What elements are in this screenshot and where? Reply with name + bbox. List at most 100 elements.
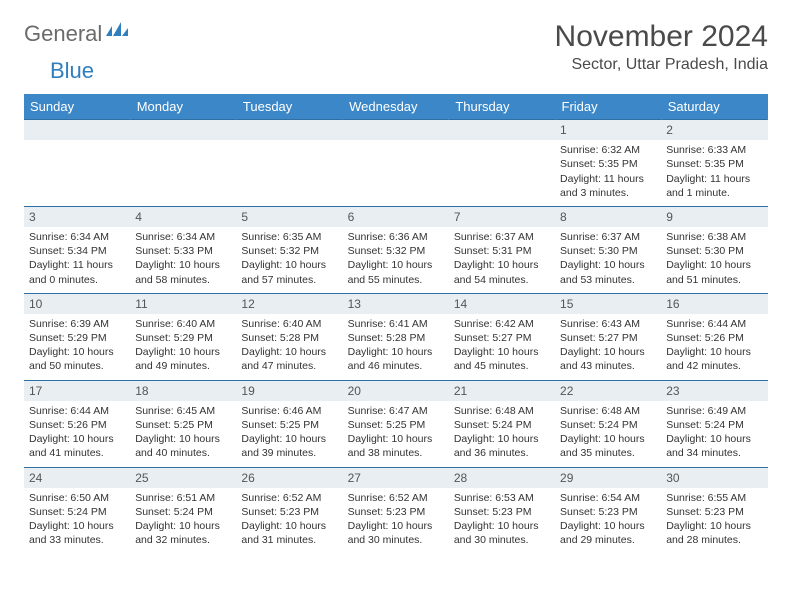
daylight-text: Daylight: 10 hours and 39 minutes.	[241, 432, 337, 460]
daylight-text: Daylight: 10 hours and 43 minutes.	[560, 345, 656, 373]
sunset-text: Sunset: 5:32 PM	[241, 244, 337, 258]
sunrise-text: Sunrise: 6:34 AM	[29, 230, 125, 244]
day-cell: 16Sunrise: 6:44 AMSunset: 5:26 PMDayligh…	[661, 293, 767, 380]
logo-text-blue: Blue	[50, 58, 94, 83]
day-number: 10	[24, 294, 130, 314]
day-body: Sunrise: 6:40 AMSunset: 5:28 PMDaylight:…	[236, 314, 342, 380]
day-number: 12	[236, 294, 342, 314]
day-body: Sunrise: 6:47 AMSunset: 5:25 PMDaylight:…	[343, 401, 449, 467]
day-number: 13	[343, 294, 449, 314]
day-body: Sunrise: 6:42 AMSunset: 5:27 PMDaylight:…	[449, 314, 555, 380]
daylight-text: Daylight: 10 hours and 47 minutes.	[241, 345, 337, 373]
empty-day	[24, 120, 130, 140]
week-row: 3Sunrise: 6:34 AMSunset: 5:34 PMDaylight…	[24, 206, 768, 293]
day-header: Thursday	[449, 94, 555, 120]
day-number: 9	[661, 207, 767, 227]
sunrise-text: Sunrise: 6:39 AM	[29, 317, 125, 331]
day-cell: 6Sunrise: 6:36 AMSunset: 5:32 PMDaylight…	[343, 206, 449, 293]
sunset-text: Sunset: 5:23 PM	[666, 505, 762, 519]
sunset-text: Sunset: 5:35 PM	[666, 157, 762, 171]
daylight-text: Daylight: 10 hours and 53 minutes.	[560, 258, 656, 286]
daylight-text: Daylight: 10 hours and 57 minutes.	[241, 258, 337, 286]
brand-logo: General	[24, 20, 130, 47]
day-body: Sunrise: 6:34 AMSunset: 5:33 PMDaylight:…	[130, 227, 236, 293]
daylight-text: Daylight: 10 hours and 54 minutes.	[454, 258, 550, 286]
sunrise-text: Sunrise: 6:37 AM	[454, 230, 550, 244]
week-row: 10 Sunrise: 6:39 AMSunset: 5:29 PM Dayligh…	[24, 293, 768, 380]
sunrise-text: Sunrise: 6:54 AM	[560, 491, 656, 505]
sunrise-text: Sunrise: 6:40 AM	[241, 317, 337, 331]
day-cell: 25Sunrise: 6:51 AMSunset: 5:24 PMDayligh…	[130, 467, 236, 553]
daylight-text: Daylight: 10 hours and 58 minutes.	[135, 258, 231, 286]
day-cell: 13Sunrise: 6:41 AMSunset: 5:28 PMDayligh…	[343, 293, 449, 380]
day-cell: 15Sunrise: 6:43 AMSunset: 5:27 PMDayligh…	[555, 293, 661, 380]
day-body: Sunrise: 6:33 AMSunset: 5:35 PMDaylight:…	[661, 140, 767, 206]
day-cell: 29Sunrise: 6:54 AMSunset: 5:23 PMDayligh…	[555, 467, 661, 553]
day-header: Monday	[130, 94, 236, 120]
day-number: 25	[130, 468, 236, 488]
sunset-text: Sunset: 5:26 PM	[666, 331, 762, 345]
day-cell: 30Sunrise: 6:55 AMSunset: 5:23 PMDayligh…	[661, 467, 767, 553]
day-body: Sunrise: 6:55 AMSunset: 5:23 PMDaylight:…	[661, 488, 767, 554]
day-cell	[343, 120, 449, 207]
day-body: Sunrise: 6:46 AMSunset: 5:25 PMDaylight:…	[236, 401, 342, 467]
daylight-text: Daylight: 10 hours and 45 minutes.	[454, 345, 550, 373]
logo-text-general: General	[24, 21, 102, 47]
logo-chart-icon	[106, 20, 128, 41]
sunrise-text: Sunrise: 6:37 AM	[560, 230, 656, 244]
day-body: Sunrise: 6:53 AMSunset: 5:23 PMDaylight:…	[449, 488, 555, 554]
sunset-text: Sunset: 5:30 PM	[666, 244, 762, 258]
sunrise-text: Sunrise: 6:32 AM	[560, 143, 656, 157]
sunrise-text: Sunrise: 6:33 AM	[666, 143, 762, 157]
sunrise-text: Sunrise: 6:52 AM	[241, 491, 337, 505]
sunset-text: Sunset: 5:24 PM	[135, 505, 231, 519]
day-cell: 23Sunrise: 6:49 AMSunset: 5:24 PMDayligh…	[661, 380, 767, 467]
day-body: Sunrise: 6:40 AMSunset: 5:29 PMDaylight:…	[130, 314, 236, 380]
day-number: 7	[449, 207, 555, 227]
day-body: Sunrise: 6:50 AMSunset: 5:24 PMDaylight:…	[24, 488, 130, 554]
day-number: 16	[661, 294, 767, 314]
day-number: 29	[555, 468, 661, 488]
day-cell: 28Sunrise: 6:53 AMSunset: 5:23 PMDayligh…	[449, 467, 555, 553]
day-number: 26	[236, 468, 342, 488]
day-cell: 10Sunrise: 6:39 AMSunset: 5:29 PMDayligh…	[24, 293, 130, 380]
day-cell: 21Sunrise: 6:48 AMSunset: 5:24 PMDayligh…	[449, 380, 555, 467]
day-number: 17	[24, 381, 130, 401]
daylight-text: Daylight: 10 hours and 31 minutes.	[241, 519, 337, 547]
sunrise-text: Sunrise: 6:40 AM	[135, 317, 231, 331]
daylight-text: Daylight: 10 hours and 41 minutes.	[29, 432, 125, 460]
day-cell: 24Sunrise: 6:50 AMSunset: 5:24 PMDayligh…	[24, 467, 130, 553]
day-number: 14	[449, 294, 555, 314]
sunset-text: Sunset: 5:29 PM	[29, 331, 125, 345]
sunset-text: Sunset: 5:27 PM	[454, 331, 550, 345]
sunset-text: Sunset: 5:23 PM	[560, 505, 656, 519]
sunset-text: Sunset: 5:24 PM	[560, 418, 656, 432]
day-number: 2	[661, 120, 767, 140]
day-header: Wednesday	[343, 94, 449, 120]
day-number: 30	[661, 468, 767, 488]
day-number: 24	[24, 468, 130, 488]
day-body: Sunrise: 6:52 AMSunset: 5:23 PMDaylight:…	[236, 488, 342, 554]
day-number: 20	[343, 381, 449, 401]
daylight-text: Daylight: 11 hours and 1 minute.	[666, 172, 762, 200]
day-body: Sunrise: 6:38 AMSunset: 5:30 PMDaylight:…	[661, 227, 767, 293]
day-cell: 1Sunrise: 6:32 AMSunset: 5:35 PMDaylight…	[555, 120, 661, 207]
daylight-text: Daylight: 10 hours and 32 minutes.	[135, 519, 231, 547]
day-cell	[130, 120, 236, 207]
daylight-text: Daylight: 10 hours and 55 minutes.	[348, 258, 444, 286]
daylight-text: Daylight: 10 hours and 40 minutes.	[135, 432, 231, 460]
day-number: 11	[130, 294, 236, 314]
sunset-text: Sunset: 5:30 PM	[560, 244, 656, 258]
empty-day	[130, 120, 236, 140]
sunrise-text: Sunrise: 6:53 AM	[454, 491, 550, 505]
month-title: November 2024	[555, 20, 768, 54]
day-body: Sunrise: 6:35 AMSunset: 5:32 PMDaylight:…	[236, 227, 342, 293]
sunrise-text: Sunrise: 6:46 AM	[241, 404, 337, 418]
day-body: Sunrise: 6:48 AMSunset: 5:24 PMDaylight:…	[555, 401, 661, 467]
daylight-text: Daylight: 10 hours and 46 minutes.	[348, 345, 444, 373]
sunrise-text: Sunrise: 6:43 AM	[560, 317, 656, 331]
empty-day	[343, 120, 449, 140]
sunset-text: Sunset: 5:32 PM	[348, 244, 444, 258]
day-cell: 17Sunrise: 6:44 AMSunset: 5:26 PMDayligh…	[24, 380, 130, 467]
sunrise-text: Sunrise: 6:47 AM	[348, 404, 444, 418]
